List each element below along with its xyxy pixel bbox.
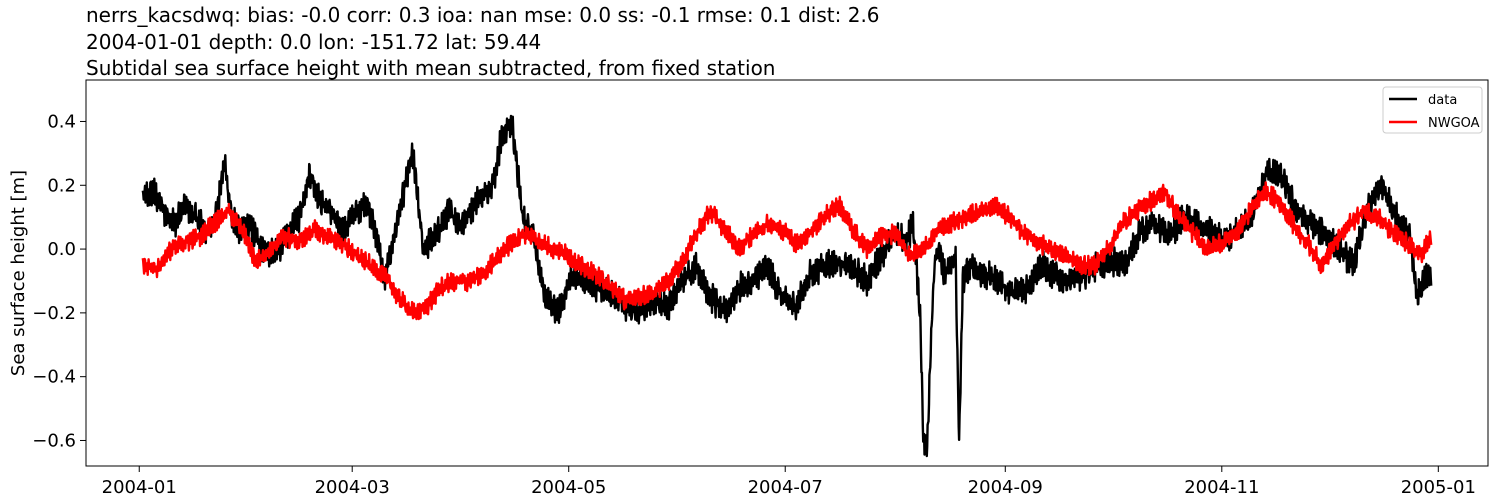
x-tick-label: 2004-01 (102, 477, 177, 498)
legend-label: data (1428, 93, 1457, 108)
y-tick-label: 0.4 (47, 111, 76, 132)
x-tick-label: 2004-07 (748, 477, 823, 498)
y-axis-label: Sea surface height [m] (8, 170, 29, 376)
chart-title-line-3: Subtidal sea surface height with mean su… (86, 56, 776, 80)
series-line-nwgoa (141, 181, 1433, 321)
chart-title-line-1: nerrs_kacsdwq: bias: -0.0 corr: 0.3 ioa:… (86, 3, 880, 27)
y-tick-label: −0.2 (32, 303, 76, 324)
series-layer (141, 114, 1433, 458)
legend-label: NWGOA (1428, 116, 1480, 131)
y-tick-label: 0.2 (47, 175, 76, 196)
x-tick-label: 2004-03 (315, 477, 390, 498)
y-tick-label: −0.6 (32, 430, 76, 451)
x-tick-label: 2004-11 (1184, 477, 1259, 498)
x-tick-label: 2004-09 (968, 477, 1043, 498)
y-tick-label: −0.4 (32, 367, 76, 388)
legend: data NWGOA (1382, 86, 1483, 134)
x-axis: 2004-01 2004-03 2004-05 2004-07 2004-09 2004-… (102, 466, 1476, 498)
plot-frame (85, 79, 1489, 467)
x-tick-label: 2005-01 (1401, 477, 1476, 498)
chart-title-line-2: 2004-01-01 depth: 0.0 lon: -151.72 lat: … (86, 30, 542, 54)
series-line-data (141, 114, 1433, 458)
y-axis: 0.4 0.2 0.0 −0.2 −0.4 −0.6 (32, 111, 86, 451)
y-tick-label: 0.0 (47, 239, 76, 260)
x-tick-label: 2004-05 (531, 477, 606, 498)
